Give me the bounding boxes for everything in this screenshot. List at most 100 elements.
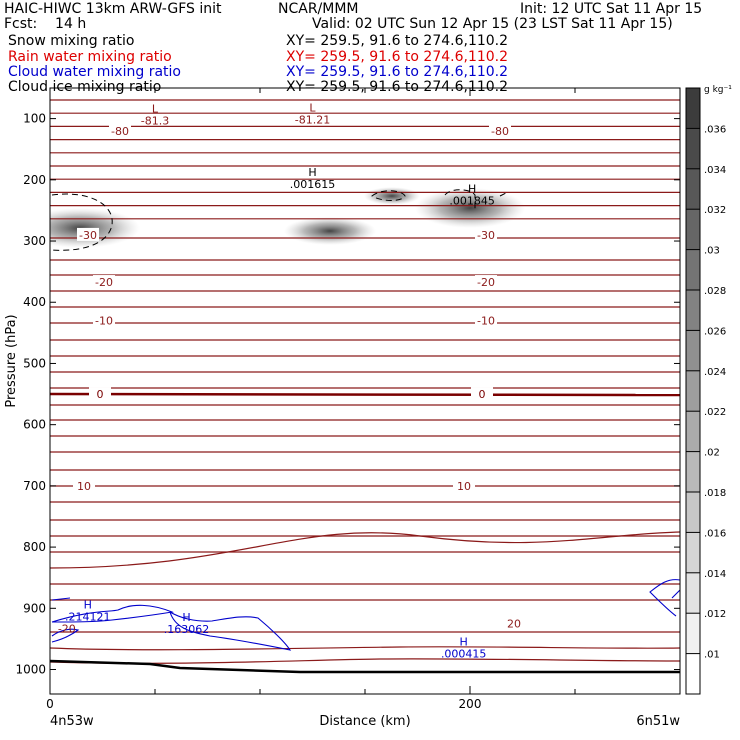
extremum-type-label: H: [182, 611, 190, 624]
contour-label-bg: [475, 227, 497, 241]
colorbar-label: .036: [704, 124, 726, 135]
extremum-value-label: .163062: [164, 623, 210, 636]
y-tick-label: 400: [23, 295, 46, 309]
colorbar-segment: [686, 613, 700, 654]
temperature-contour-label: 0: [479, 388, 486, 401]
extremum-type-label: L: [309, 102, 316, 115]
cloud-water-contour: [51, 628, 80, 643]
contour-label-bg: [453, 478, 475, 492]
colorbar-label: .012: [704, 609, 726, 620]
temperature-contour-label: 10: [457, 480, 471, 493]
colorbar-segment: [686, 209, 700, 250]
y-tick-label: 800: [23, 540, 46, 554]
y-tick-label: 100: [23, 112, 46, 126]
temperature-contour-label: 0: [97, 388, 104, 401]
colorbar-unit: g kg⁻¹: [704, 85, 732, 95]
x-tick-label: 0: [46, 697, 54, 711]
x-endpoint-right: 6n51w: [636, 714, 680, 729]
x-tick-label: 200: [459, 697, 482, 711]
colorbar-segment: [686, 370, 700, 412]
temperature-contour-line: [50, 646, 680, 651]
colorbar-label: .014: [704, 569, 726, 580]
colorbar-label: .016: [704, 528, 726, 539]
temperature-contour-label: -80: [491, 125, 509, 138]
temperature-contour-label: -10: [95, 315, 113, 328]
inline-contour-label: -20: [58, 623, 76, 636]
extremum-value-label: .001845: [449, 194, 495, 207]
org-label: NCAR/MMM: [278, 1, 359, 17]
forecast-hour: Fcst: 14 h: [4, 16, 87, 32]
colorbar-segment: [686, 572, 700, 614]
colorbar-frame: [685, 87, 701, 695]
colorbar-label: .02: [704, 448, 720, 459]
colorbar-segment: [686, 532, 700, 573]
valid-time: Valid: 02 UTC Sun 12 Apr 15 (23 LST Sat …: [312, 16, 673, 32]
x-axis-title: Distance (km): [319, 714, 410, 729]
y-axis-title: Pressure (hPa): [4, 314, 19, 407]
colorbar-segment: [686, 492, 700, 533]
contour-label-bg: [93, 275, 115, 289]
temperature-contour-label: -80: [111, 125, 129, 138]
contour-label-bg: [89, 387, 111, 401]
field-name-cloud-water: Cloud water mixing ratio: [8, 64, 181, 80]
temperature-contour-label: -10: [477, 315, 495, 328]
contour-label-bg: [503, 616, 525, 630]
extremum-value-label: .214121: [65, 611, 111, 624]
y-tick-label: 300: [23, 234, 46, 248]
mixing-ratio-contour-dashed: [51, 193, 113, 251]
y-tick-label: 200: [23, 173, 46, 187]
cloud-water-contour: [51, 597, 175, 623]
temperature-contour-label: 10: [77, 480, 91, 493]
cloud-water-contour: [649, 579, 680, 617]
colorbar-label: .022: [704, 407, 726, 418]
field-name-rain: Rain water mixing ratio: [8, 49, 172, 65]
y-tick-label: 600: [23, 418, 46, 432]
x-endpoint-left: 4n53w: [50, 714, 94, 729]
field-xy-cloud-water: XY= 259.5, 91.6 to 274.6,110.2: [286, 64, 509, 80]
colorbar-label: .032: [704, 205, 726, 216]
zero-isotherm-line: [50, 392, 680, 397]
mixing-ratio-shading: [415, 188, 525, 228]
terrain-line: [50, 659, 680, 674]
contour-label-bg: [73, 478, 95, 492]
extremum-type-label: H: [84, 599, 92, 612]
cloud-water-contour: [169, 611, 292, 651]
temperature-contour-line: [50, 658, 680, 664]
contour-label-bg: [475, 275, 497, 289]
init-time: Init: 12 UTC Sat 11 Apr 15: [520, 1, 703, 17]
extremum-type-label: H: [308, 166, 316, 179]
mixing-ratio-contour-dashed: [371, 190, 406, 201]
colorbar-segment: [686, 249, 700, 290]
field-name-cloud-ice: Cloud ice mixing ratio: [8, 79, 162, 95]
colorbar-segment: [686, 88, 700, 129]
extremum-value-label: .000415: [441, 647, 487, 660]
mixing-ratio-contour-dashed: [444, 189, 507, 210]
mixing-ratio-shading: [364, 187, 420, 205]
colorbar-label: .034: [704, 165, 726, 176]
colorbar-label: .026: [704, 326, 726, 337]
colorbar-label: .018: [704, 488, 726, 499]
temperature-contour-label: -20: [477, 276, 495, 289]
colorbar-label: .03: [704, 246, 720, 257]
model-title: HAIC-HIWC 13km ARW-GFS init: [4, 1, 222, 17]
colorbar-label: .024: [704, 367, 726, 378]
contour-label-bg: [475, 313, 497, 327]
contour-label-bg: [77, 227, 99, 241]
colorbar-segment: [686, 330, 700, 371]
temperature-contour-line: [50, 531, 680, 569]
temperature-contour-label: 20: [507, 618, 521, 631]
y-tick-label: 500: [23, 356, 46, 370]
contour-label-bg: [471, 387, 493, 401]
temperature-contour-label: -20: [95, 276, 113, 289]
extremum-value-label: -81.3: [141, 115, 169, 128]
colorbar-segment: [686, 128, 700, 169]
field-name-snow: Snow mixing ratio: [8, 33, 135, 49]
extremum-value-label: .001615: [290, 178, 336, 191]
y-tick-label: 700: [23, 479, 46, 493]
extremum-value-label: -81.21: [295, 114, 330, 127]
colorbar-segment: [686, 411, 700, 452]
extremum-type-label: H: [460, 635, 468, 648]
colorbar-label: .01: [704, 650, 720, 661]
y-tick-label: 1000: [15, 663, 46, 677]
